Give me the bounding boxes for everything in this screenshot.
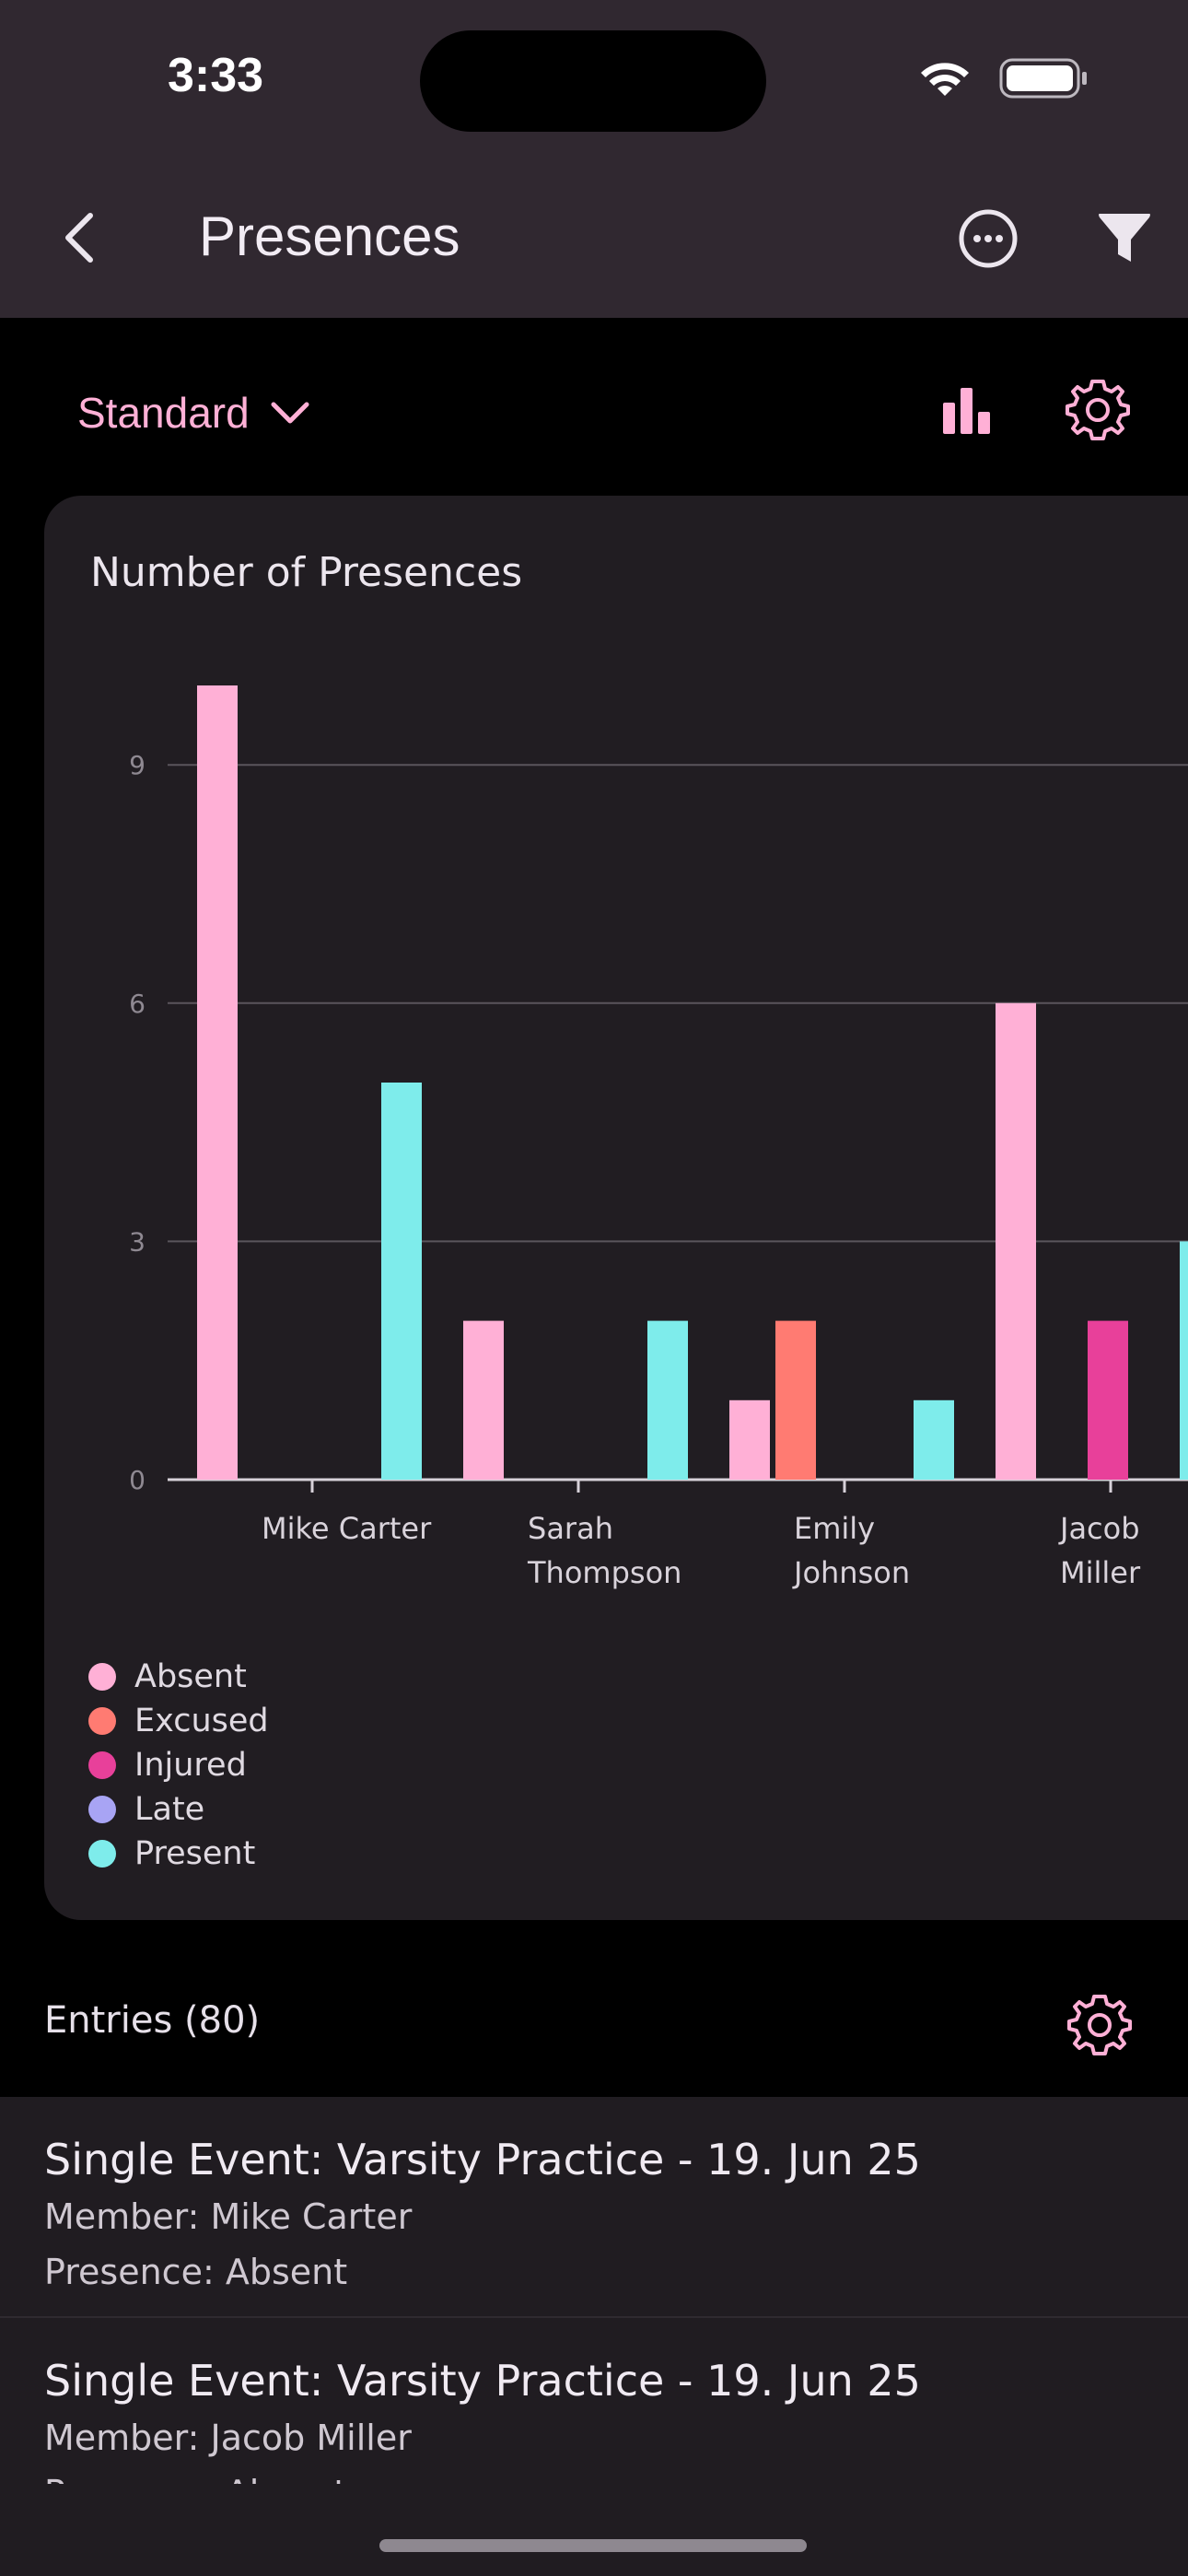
list-item[interactable]: Single Event: Varsity Practice - 19. Jun… [0,2097,1188,2318]
legend-item-injured: Injured [88,1743,269,1787]
bar-absent-3[interactable] [996,1002,1036,1480]
view-selector-label: Standard [77,389,250,437]
entry-presence: Presence: Absent [44,2252,348,2292]
chart-card: Number of Presences 0 3 6 9 Mike Carter Sarah… [44,496,1188,1920]
bar-injured-3[interactable] [1088,1320,1128,1480]
entry-title: Single Event: Varsity Practice - 19. Jun… [44,2135,921,2184]
entries-header: Entries (80) [0,1940,1188,2097]
chevron-left-icon [65,213,93,263]
chart-legend: Absent Excused Injured Late Present [88,1655,269,1876]
entries-count-title: Entries (80) [44,1999,261,2042]
gear-icon [1067,1995,1132,2055]
presence-bar-chart: 0 3 6 9 Mike Carter Sarah Thompson Emily Johnson… [129,685,1188,1590]
legend-item-present: Present [88,1832,269,1876]
bar-present-0[interactable] [381,1083,422,1480]
bar-present-2[interactable] [914,1399,954,1480]
legend-dot-present [88,1840,116,1868]
entry-member: Member: Jacob Miller [44,2418,412,2458]
back-button[interactable] [48,201,122,275]
bar-excused-2[interactable] [775,1320,816,1480]
y-tick-label: 0 [129,1465,146,1495]
chart-type-button[interactable] [938,381,996,439]
bar-absent-0[interactable] [197,685,238,1480]
legend-item-late: Late [88,1787,269,1832]
x-tick-label: Jacob Miller [1058,1511,1141,1590]
x-tick-label: Mike Carter [262,1511,432,1546]
x-tick-label: Emily Johnson [792,1511,910,1590]
view-selector[interactable]: Standard [77,381,310,445]
bar-present-3[interactable] [1180,1241,1188,1480]
page-title: Presences [199,205,460,267]
chevron-down-icon [271,402,309,424]
entries-list: Single Event: Varsity Practice - 19. Jun… [0,2097,1188,2484]
chart-settings-button[interactable] [1065,377,1131,443]
bar-absent-1[interactable] [463,1320,504,1480]
dynamic-island [420,30,766,132]
status-time: 3:33 [168,49,264,102]
bar-chart-icon [943,388,990,434]
bottom-safe-area [0,2484,1188,2576]
legend-label: Present [134,1835,256,1872]
wifi-icon [921,63,969,96]
filter-button[interactable] [1090,205,1159,273]
legend-item-absent: Absent [88,1655,269,1699]
entry-member: Member: Mike Carter [44,2196,413,2237]
legend-label: Late [134,1791,205,1828]
status-bar: 3:33 [0,0,1188,157]
more-horizontal-circle-icon [959,209,1018,268]
legend-dot-late [88,1796,116,1823]
legend-label: Absent [134,1658,247,1695]
chart-toolbar: Standard [0,318,1188,498]
app-bar: Presences [0,157,1188,318]
status-icons [838,55,1087,101]
home-indicator[interactable] [379,2539,807,2552]
legend-dot-excused [88,1707,116,1735]
legend-label: Injured [134,1747,247,1784]
legend-dot-absent [88,1663,116,1691]
entry-presence: Presence: Absent [44,2465,1188,2484]
bar-absent-2[interactable] [729,1399,770,1480]
chart-title: Number of Presences [90,549,523,596]
x-tick-label: Sarah Thompson [527,1511,681,1590]
filter-icon [1099,214,1150,262]
entries-settings-button[interactable] [1066,1992,1133,2058]
legend-item-excused: Excused [88,1699,269,1743]
y-tick-label: 9 [129,750,146,780]
list-item[interactable]: Single Event: Varsity Practice - 19. Jun… [0,2318,1188,2484]
bar-present-1[interactable] [647,1320,688,1480]
legend-dot-injured [88,1751,116,1779]
y-tick-label: 3 [129,1226,146,1257]
more-options-button[interactable] [954,205,1022,273]
legend-label: Excused [134,1703,269,1739]
battery-icon [999,58,1087,99]
gear-icon [1066,380,1130,440]
entry-title: Single Event: Varsity Practice - 19. Jun… [44,2356,921,2406]
y-tick-label: 6 [129,989,146,1019]
